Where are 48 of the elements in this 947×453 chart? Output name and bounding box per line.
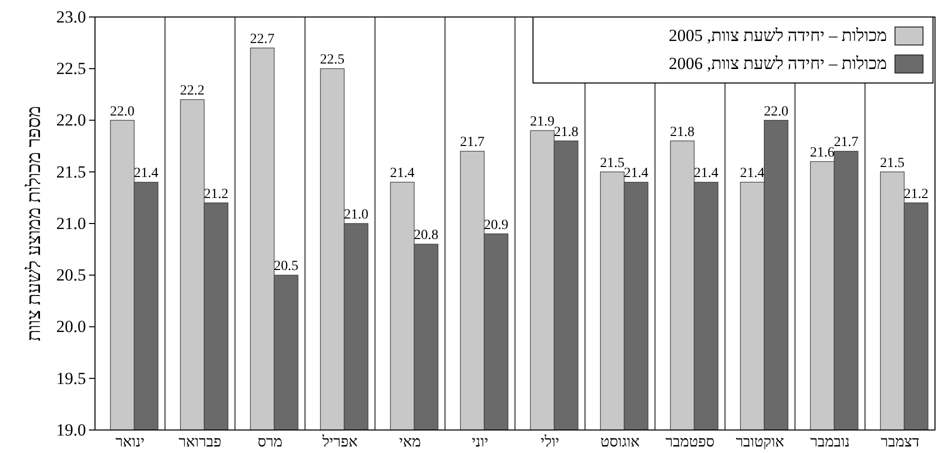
- y-tick-label: 21.5: [56, 162, 86, 182]
- legend-label: מכולות – יחידה לשעת צוות, 2005: [668, 26, 887, 45]
- data-label: 22.7: [250, 32, 275, 47]
- data-label: 22.0: [764, 104, 788, 120]
- legend-label: מכולות – יחידה לשעת צוות, 2006: [668, 54, 887, 73]
- data-label: 21.4: [624, 166, 648, 182]
- x-tick-label: נובמבר: [810, 434, 850, 450]
- data-label: 21.4: [694, 166, 718, 182]
- data-label: 21.7: [834, 135, 858, 150]
- x-tick-label: יוני: [472, 434, 488, 450]
- data-label: 21.0: [344, 208, 368, 222]
- data-label: 21.5: [600, 156, 625, 171]
- data-label: 22.5: [320, 52, 345, 68]
- data-label: 21.8: [554, 124, 578, 140]
- y-tick-label: 23.0: [56, 7, 86, 26]
- y-tick-label: 21.0: [56, 214, 86, 233]
- data-label: 21.4: [390, 166, 415, 182]
- x-tick-label: ינואר: [115, 434, 145, 450]
- data-label: 21.6: [810, 146, 835, 161]
- x-tick-label: פברואר: [178, 434, 222, 450]
- y-tick-label: 20.5: [56, 266, 86, 285]
- x-tick-label: אוגוסט: [600, 434, 640, 450]
- data-label: 22.2: [180, 84, 205, 99]
- data-label: 21.4: [134, 166, 158, 182]
- y-tick-label: 19.0: [56, 420, 86, 440]
- y-tick-label: 20.0: [56, 317, 86, 336]
- x-tick-label: מאי: [399, 434, 422, 450]
- x-tick-label: מרס: [258, 434, 282, 450]
- data-label: 21.7: [460, 135, 485, 150]
- data-label: 21.2: [904, 186, 928, 202]
- data-label: 20.8: [414, 228, 438, 244]
- x-tick-label: אפריל: [321, 434, 358, 450]
- y-axis-title: מספר מכולות ממוצע לשעת צוות: [24, 106, 45, 342]
- data-label: 20.9: [484, 218, 508, 233]
- data-label: 21.5: [880, 156, 905, 171]
- y-tick-label: 19.5: [56, 368, 86, 388]
- y-tick-label: 22.5: [56, 59, 86, 78]
- y-tick-label: 22.0: [56, 110, 86, 130]
- data-label: 20.5: [274, 259, 298, 274]
- x-tick-label: ספטמבר: [666, 434, 714, 450]
- x-tick-label: אוקטובר: [736, 434, 784, 450]
- data-label: 22.0: [110, 104, 135, 120]
- data-label: 21.8: [670, 124, 695, 140]
- data-label: 21.4: [740, 166, 765, 182]
- data-label: 21.9: [530, 114, 555, 130]
- x-tick-label: דצמבר: [880, 434, 920, 450]
- data-label: 21.2: [204, 186, 228, 202]
- x-tick-label: יולי: [540, 434, 560, 450]
